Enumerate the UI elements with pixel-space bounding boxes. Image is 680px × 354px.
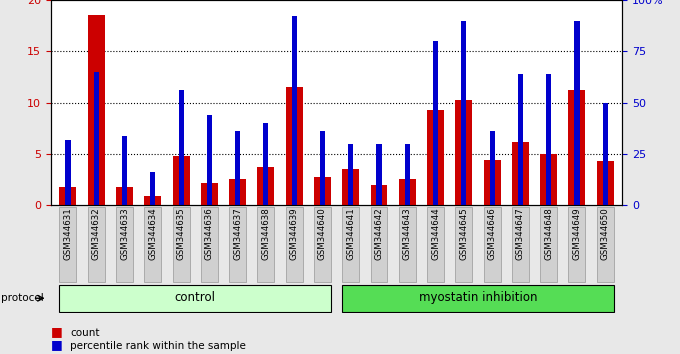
Bar	[150, 172, 155, 205]
Text: GSM344641: GSM344641	[346, 208, 355, 261]
Bar	[342, 170, 359, 205]
Text: GSM344646: GSM344646	[488, 208, 496, 261]
Bar	[427, 207, 444, 282]
Bar	[144, 196, 161, 205]
Text: GSM344640: GSM344640	[318, 208, 327, 261]
Bar	[456, 207, 473, 282]
Bar	[597, 207, 614, 282]
Text: GSM344634: GSM344634	[148, 208, 157, 261]
Text: ■: ■	[51, 325, 63, 338]
Bar	[377, 144, 381, 205]
Bar	[490, 131, 494, 205]
Bar	[540, 154, 557, 205]
Bar	[546, 74, 551, 205]
Text: GSM344642: GSM344642	[375, 208, 384, 261]
Bar	[461, 21, 466, 205]
Bar	[427, 110, 444, 205]
Text: GSM344637: GSM344637	[233, 208, 242, 261]
Bar	[286, 207, 303, 282]
Text: count: count	[70, 328, 99, 338]
Bar	[88, 207, 105, 282]
Text: GSM344632: GSM344632	[92, 208, 101, 261]
Bar	[597, 161, 614, 205]
Text: GSM344635: GSM344635	[177, 208, 186, 261]
Bar	[512, 142, 529, 205]
Text: myostatin inhibition: myostatin inhibition	[419, 291, 537, 304]
Text: ■: ■	[51, 338, 63, 351]
Bar	[179, 90, 184, 205]
Text: GSM344633: GSM344633	[120, 208, 129, 261]
Bar	[433, 41, 438, 205]
Bar	[144, 207, 161, 282]
Bar	[292, 16, 296, 205]
Text: control: control	[175, 291, 216, 304]
Bar	[483, 160, 500, 205]
Bar	[518, 74, 523, 205]
Bar	[59, 207, 76, 282]
Bar	[235, 131, 240, 205]
Bar	[201, 183, 218, 205]
Bar	[568, 90, 585, 205]
Bar	[568, 207, 585, 282]
Bar	[512, 207, 529, 282]
Bar	[371, 185, 388, 205]
Text: GSM344650: GSM344650	[600, 208, 610, 261]
Bar	[371, 207, 388, 282]
Bar	[229, 179, 246, 205]
Bar	[65, 139, 71, 205]
Bar	[173, 207, 190, 282]
Bar	[263, 123, 269, 205]
Text: GSM344648: GSM344648	[544, 208, 553, 261]
Text: GSM344645: GSM344645	[460, 208, 469, 261]
Text: GSM344649: GSM344649	[573, 208, 581, 260]
Bar	[348, 144, 354, 205]
Text: GSM344636: GSM344636	[205, 208, 214, 261]
Bar	[405, 144, 410, 205]
Bar	[59, 285, 331, 312]
Text: GSM344631: GSM344631	[63, 208, 73, 261]
Text: percentile rank within the sample: percentile rank within the sample	[70, 341, 246, 351]
Bar	[575, 21, 579, 205]
Text: GSM344638: GSM344638	[261, 208, 271, 261]
Bar	[94, 72, 99, 205]
Bar	[483, 207, 500, 282]
Text: GSM344639: GSM344639	[290, 208, 299, 260]
Text: protocol: protocol	[1, 293, 44, 303]
Text: GSM344644: GSM344644	[431, 208, 440, 261]
Bar	[207, 115, 212, 205]
Bar	[602, 103, 608, 205]
Text: GSM344647: GSM344647	[516, 208, 525, 261]
Bar	[314, 207, 331, 282]
Bar	[342, 207, 359, 282]
Bar	[320, 131, 325, 205]
Bar	[258, 167, 275, 205]
Bar	[122, 136, 127, 205]
Bar	[342, 285, 614, 312]
Bar	[173, 156, 190, 205]
Bar	[456, 99, 473, 205]
Bar	[540, 207, 557, 282]
Bar	[258, 207, 275, 282]
Bar	[59, 187, 76, 205]
Bar	[398, 179, 415, 205]
Bar	[116, 187, 133, 205]
Bar	[229, 207, 246, 282]
Bar	[116, 207, 133, 282]
Bar	[88, 15, 105, 205]
Bar	[398, 207, 415, 282]
Bar	[286, 87, 303, 205]
Bar	[314, 177, 331, 205]
Text: GSM344643: GSM344643	[403, 208, 412, 261]
Bar	[201, 207, 218, 282]
